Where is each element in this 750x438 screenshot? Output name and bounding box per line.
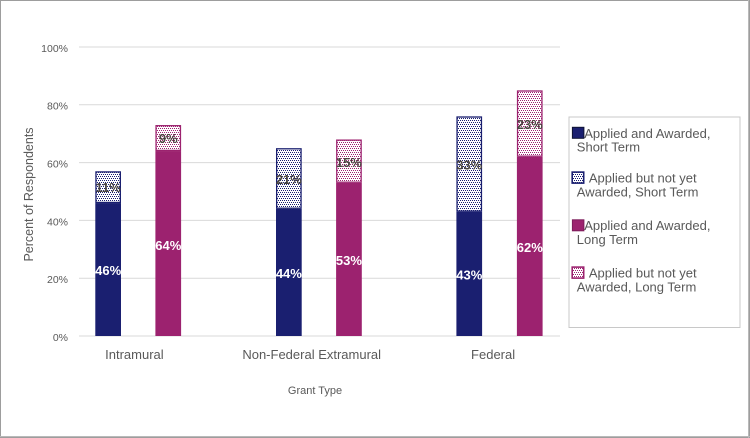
svg-text:Applied but not yet: Applied but not yet — [589, 266, 697, 281]
svg-text:60%: 60% — [47, 159, 68, 171]
svg-text:Grant Type: Grant Type — [288, 385, 342, 397]
svg-text:Federal: Federal — [471, 347, 515, 362]
svg-text:15%: 15% — [336, 155, 362, 170]
svg-text:Short Term: Short Term — [577, 140, 640, 155]
svg-text:62%: 62% — [517, 240, 543, 255]
svg-text:Percent of Respondents: Percent of Respondents — [22, 127, 36, 261]
svg-text:Awarded, Short Term: Awarded, Short Term — [577, 184, 699, 199]
svg-text:0%: 0% — [53, 332, 68, 344]
svg-text:20%: 20% — [47, 274, 68, 286]
svg-text:40%: 40% — [47, 216, 68, 228]
svg-text:53%: 53% — [336, 253, 362, 268]
svg-text:46%: 46% — [95, 263, 121, 278]
svg-text:Applied but not yet: Applied but not yet — [589, 171, 697, 186]
svg-text:33%: 33% — [456, 158, 482, 173]
svg-text:9%: 9% — [159, 131, 178, 146]
svg-text:23%: 23% — [517, 117, 543, 132]
svg-text:80%: 80% — [47, 101, 68, 113]
svg-text:Applied and Awarded,: Applied and Awarded, — [584, 218, 710, 233]
svg-text:43%: 43% — [456, 268, 482, 283]
svg-text:44%: 44% — [276, 266, 302, 281]
svg-text:Long Term: Long Term — [577, 232, 638, 247]
svg-text:Awarded, Long Term: Awarded, Long Term — [577, 279, 696, 294]
svg-text:Applied and Awarded,: Applied and Awarded, — [584, 126, 710, 141]
svg-text:21%: 21% — [276, 172, 302, 187]
svg-text:11%: 11% — [95, 180, 121, 195]
svg-text:Intramural: Intramural — [105, 347, 164, 362]
svg-text:Non-Federal Extramural: Non-Federal Extramural — [242, 347, 381, 362]
svg-text:64%: 64% — [155, 238, 181, 253]
svg-text:100%: 100% — [41, 43, 68, 55]
